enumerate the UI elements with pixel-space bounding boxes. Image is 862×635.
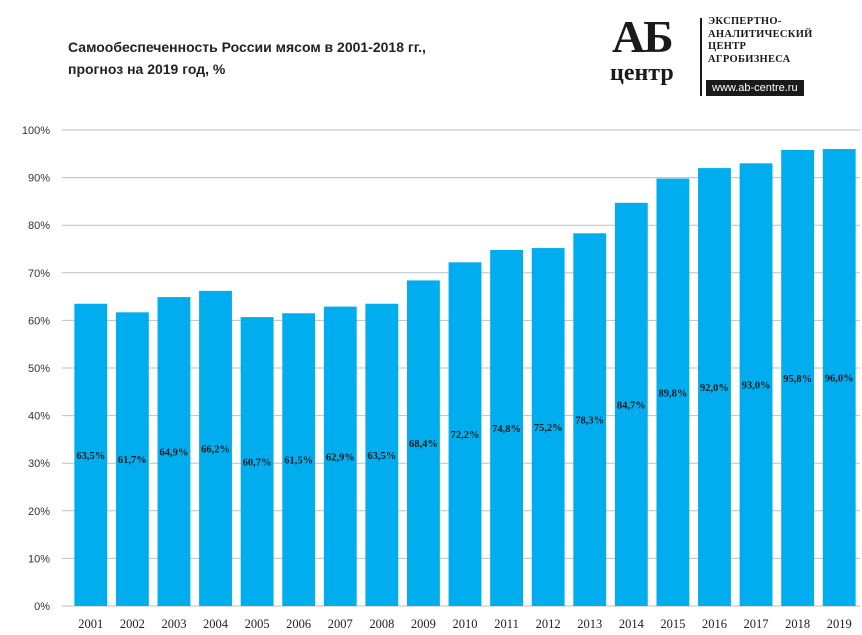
y-tick-label: 90%: [28, 173, 50, 185]
x-tick-label: 2009: [411, 617, 436, 631]
bars: [74, 149, 856, 607]
data-label: 78,3%: [575, 416, 604, 427]
data-label: 92,0%: [700, 383, 729, 394]
x-tick-label: 2012: [536, 617, 561, 631]
x-tick-label: 2008: [369, 617, 394, 631]
y-tick-label: 30%: [28, 458, 50, 470]
y-tick-label: 10%: [28, 553, 50, 565]
bar: [490, 249, 524, 606]
x-tick-label: 2013: [577, 617, 602, 631]
y-tick-label: 20%: [28, 506, 50, 518]
bar: [74, 303, 108, 606]
data-label: 96,0%: [825, 374, 854, 385]
x-tick-label: 2006: [286, 617, 311, 631]
bar: [739, 163, 773, 606]
y-tick-label: 60%: [28, 315, 50, 327]
logo-mark-ab: АБ: [612, 11, 674, 62]
data-label: 60,7%: [243, 458, 272, 469]
x-tick-label: 2017: [744, 617, 769, 631]
x-tick-label: 2010: [453, 617, 478, 631]
bar: [406, 280, 440, 606]
x-tick-label: 2018: [785, 617, 810, 631]
data-label: 64,9%: [160, 448, 189, 459]
bar: [157, 297, 191, 606]
x-tick-label: 2002: [120, 617, 145, 631]
y-tick-label: 70%: [28, 268, 50, 280]
x-tick-label: 2019: [827, 617, 852, 631]
data-labels: 63,5% 61,7% 64,9% 66,2% 60,7% 61,5% 62,9% 63,5%…: [76, 374, 853, 469]
data-label: 68,4%: [409, 439, 438, 450]
bar: [240, 317, 274, 606]
logo-text-line: АГРОБИЗНЕСА: [708, 53, 791, 65]
bar: [448, 262, 482, 606]
bar: [822, 149, 856, 607]
data-label: 89,8%: [658, 388, 687, 399]
x-tick-label: 2015: [660, 617, 685, 631]
data-label: 74,8%: [492, 424, 521, 435]
data-label: 61,7%: [118, 455, 147, 466]
chart-title-line-2: прогноз на 2019 год, %: [68, 61, 226, 77]
x-tick-label: 2004: [203, 617, 229, 631]
data-label: 66,2%: [201, 444, 230, 455]
chart-title-line-1: Самообеспеченность России мясом в 2001-2…: [68, 39, 426, 55]
logo-divider: [700, 18, 702, 96]
logo-text-line: ЭКСПЕРТНО-: [708, 16, 782, 27]
logo-text-line: ЦЕНТР: [708, 41, 747, 52]
data-label: 93,0%: [742, 381, 771, 392]
logo-mark: АБ центр: [608, 11, 698, 94]
data-label: 72,2%: [451, 430, 480, 441]
x-tick-label: 2007: [328, 617, 353, 631]
data-label: 63,5%: [367, 451, 396, 462]
data-label: 75,2%: [534, 423, 563, 434]
bar: [573, 233, 607, 607]
x-tick-label: 2014: [619, 617, 645, 631]
data-label: 61,5%: [284, 456, 313, 467]
data-label: 95,8%: [783, 374, 812, 385]
y-tick-label: 100%: [22, 125, 50, 137]
bar: [323, 306, 357, 606]
bar: [656, 178, 690, 606]
x-tick-label: 2003: [161, 617, 186, 631]
bar: [115, 312, 149, 606]
y-tick-label: 50%: [28, 363, 50, 375]
x-axis-ticks: 2001 2002 2003 2004 2005 2006 2007 2008 2009 2010…: [78, 617, 851, 631]
y-axis-ticks: 0% 10% 20% 30% 40% 50% 60% 70% 80% 90% 100%: [22, 125, 50, 613]
y-tick-label: 0%: [34, 601, 50, 613]
y-tick-label: 80%: [28, 220, 50, 232]
bar: [614, 202, 648, 606]
bar: [282, 313, 316, 606]
data-label: 62,9%: [326, 452, 355, 463]
x-tick-label: 2016: [702, 617, 727, 631]
bar: [781, 149, 815, 606]
data-label: 63,5%: [76, 451, 105, 462]
logo-text: ЭКСПЕРТНО- АНАЛИТИЧЕСКИЙ ЦЕНТР АГРОБИЗНЕ…: [708, 16, 858, 66]
y-tick-label: 40%: [28, 411, 50, 423]
x-tick-label: 2011: [494, 617, 519, 631]
x-tick-label: 2001: [78, 617, 103, 631]
bar: [199, 290, 232, 606]
bar: [365, 303, 399, 606]
logo-text-line: АНАЛИТИЧЕСКИЙ: [708, 28, 813, 40]
data-label: 84,7%: [617, 400, 646, 411]
chart-title: Самообеспеченность России мясом в 2001-2…: [68, 36, 588, 80]
logo-mark-centr: центр: [610, 60, 674, 86]
logo-url: www.ab-centre.ru: [706, 80, 804, 96]
bar: [698, 168, 731, 606]
ab-centre-logo: АБ центр ЭКСПЕРТНО- АНАЛИТИЧЕСКИЙ ЦЕНТР …: [608, 11, 858, 98]
x-tick-label: 2005: [245, 617, 270, 631]
bar: [531, 248, 565, 606]
